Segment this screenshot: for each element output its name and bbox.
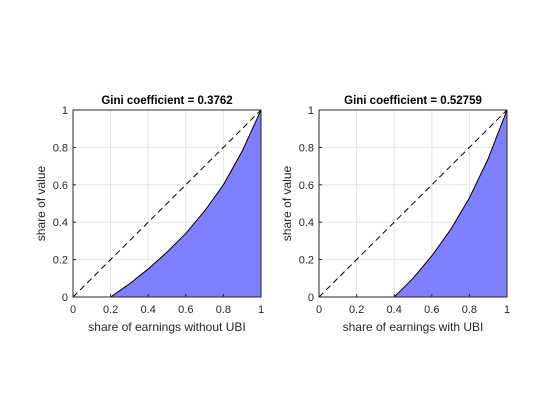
axes-box <box>318 109 508 298</box>
x-tick-label: 0 <box>316 304 322 316</box>
y-tick-label: 1 <box>308 105 314 117</box>
x-tick-label: 0.2 <box>103 304 118 316</box>
x-axis-label: share of earnings with UBI <box>343 320 484 334</box>
x-tick-label: 0.6 <box>178 304 193 316</box>
chart-title: Gini coefficient = 0.52759 <box>344 95 482 107</box>
y-tick-label: 0 <box>308 292 314 304</box>
lorenz-curve-line <box>73 109 262 298</box>
equality-reference-line <box>72 109 262 298</box>
x-tick-label: 0.8 <box>216 304 231 316</box>
right-chart-panel: 0 0.2 0.4 0.6 0.8 1 0 0.2 0.4 0.6 0.8 1 Gini coeffic… <box>280 95 510 334</box>
x-tick-label: 0.4 <box>141 304 156 316</box>
y-tick-label: 0.6 <box>53 180 68 192</box>
axes-box <box>72 109 262 298</box>
y-tick-label: 0.2 <box>299 255 314 267</box>
y-tick-label: 0.6 <box>299 180 314 192</box>
y-tick-label: 0.2 <box>53 255 68 267</box>
x-tick-label: 1 <box>504 304 510 316</box>
equality-reference-line <box>318 109 508 298</box>
y-axis-label: share of value <box>280 165 294 241</box>
y-tick-label: 0 <box>62 292 68 304</box>
x-tick-label: 0.4 <box>387 304 402 316</box>
x-tick-label: 0.8 <box>462 304 477 316</box>
y-tick-label: 0.8 <box>53 142 68 154</box>
chart-title: Gini coefficient = 0.3762 <box>101 95 232 107</box>
x-tick-label: 0 <box>70 304 76 316</box>
area-fill <box>319 110 507 297</box>
x-tick-label: 1 <box>258 304 264 316</box>
y-tick-label: 0.4 <box>299 217 314 229</box>
y-axis-label: share of value <box>34 165 48 241</box>
x-tick-label: 0.2 <box>349 304 364 316</box>
x-tick-label: 0.6 <box>424 304 439 316</box>
y-tick-label: 0.4 <box>53 217 68 229</box>
area-fill <box>73 110 261 297</box>
x-axis-label: share of earnings without UBI <box>88 320 245 334</box>
y-tick-label: 1 <box>62 105 68 117</box>
lorenz-curve-line <box>319 109 508 298</box>
y-tick-label: 0.8 <box>299 142 314 154</box>
left-chart-panel: 0 0.2 0.4 0.6 0.8 1 0 0.2 0.4 0.6 0.8 1 Gini coeffic… <box>34 95 264 334</box>
